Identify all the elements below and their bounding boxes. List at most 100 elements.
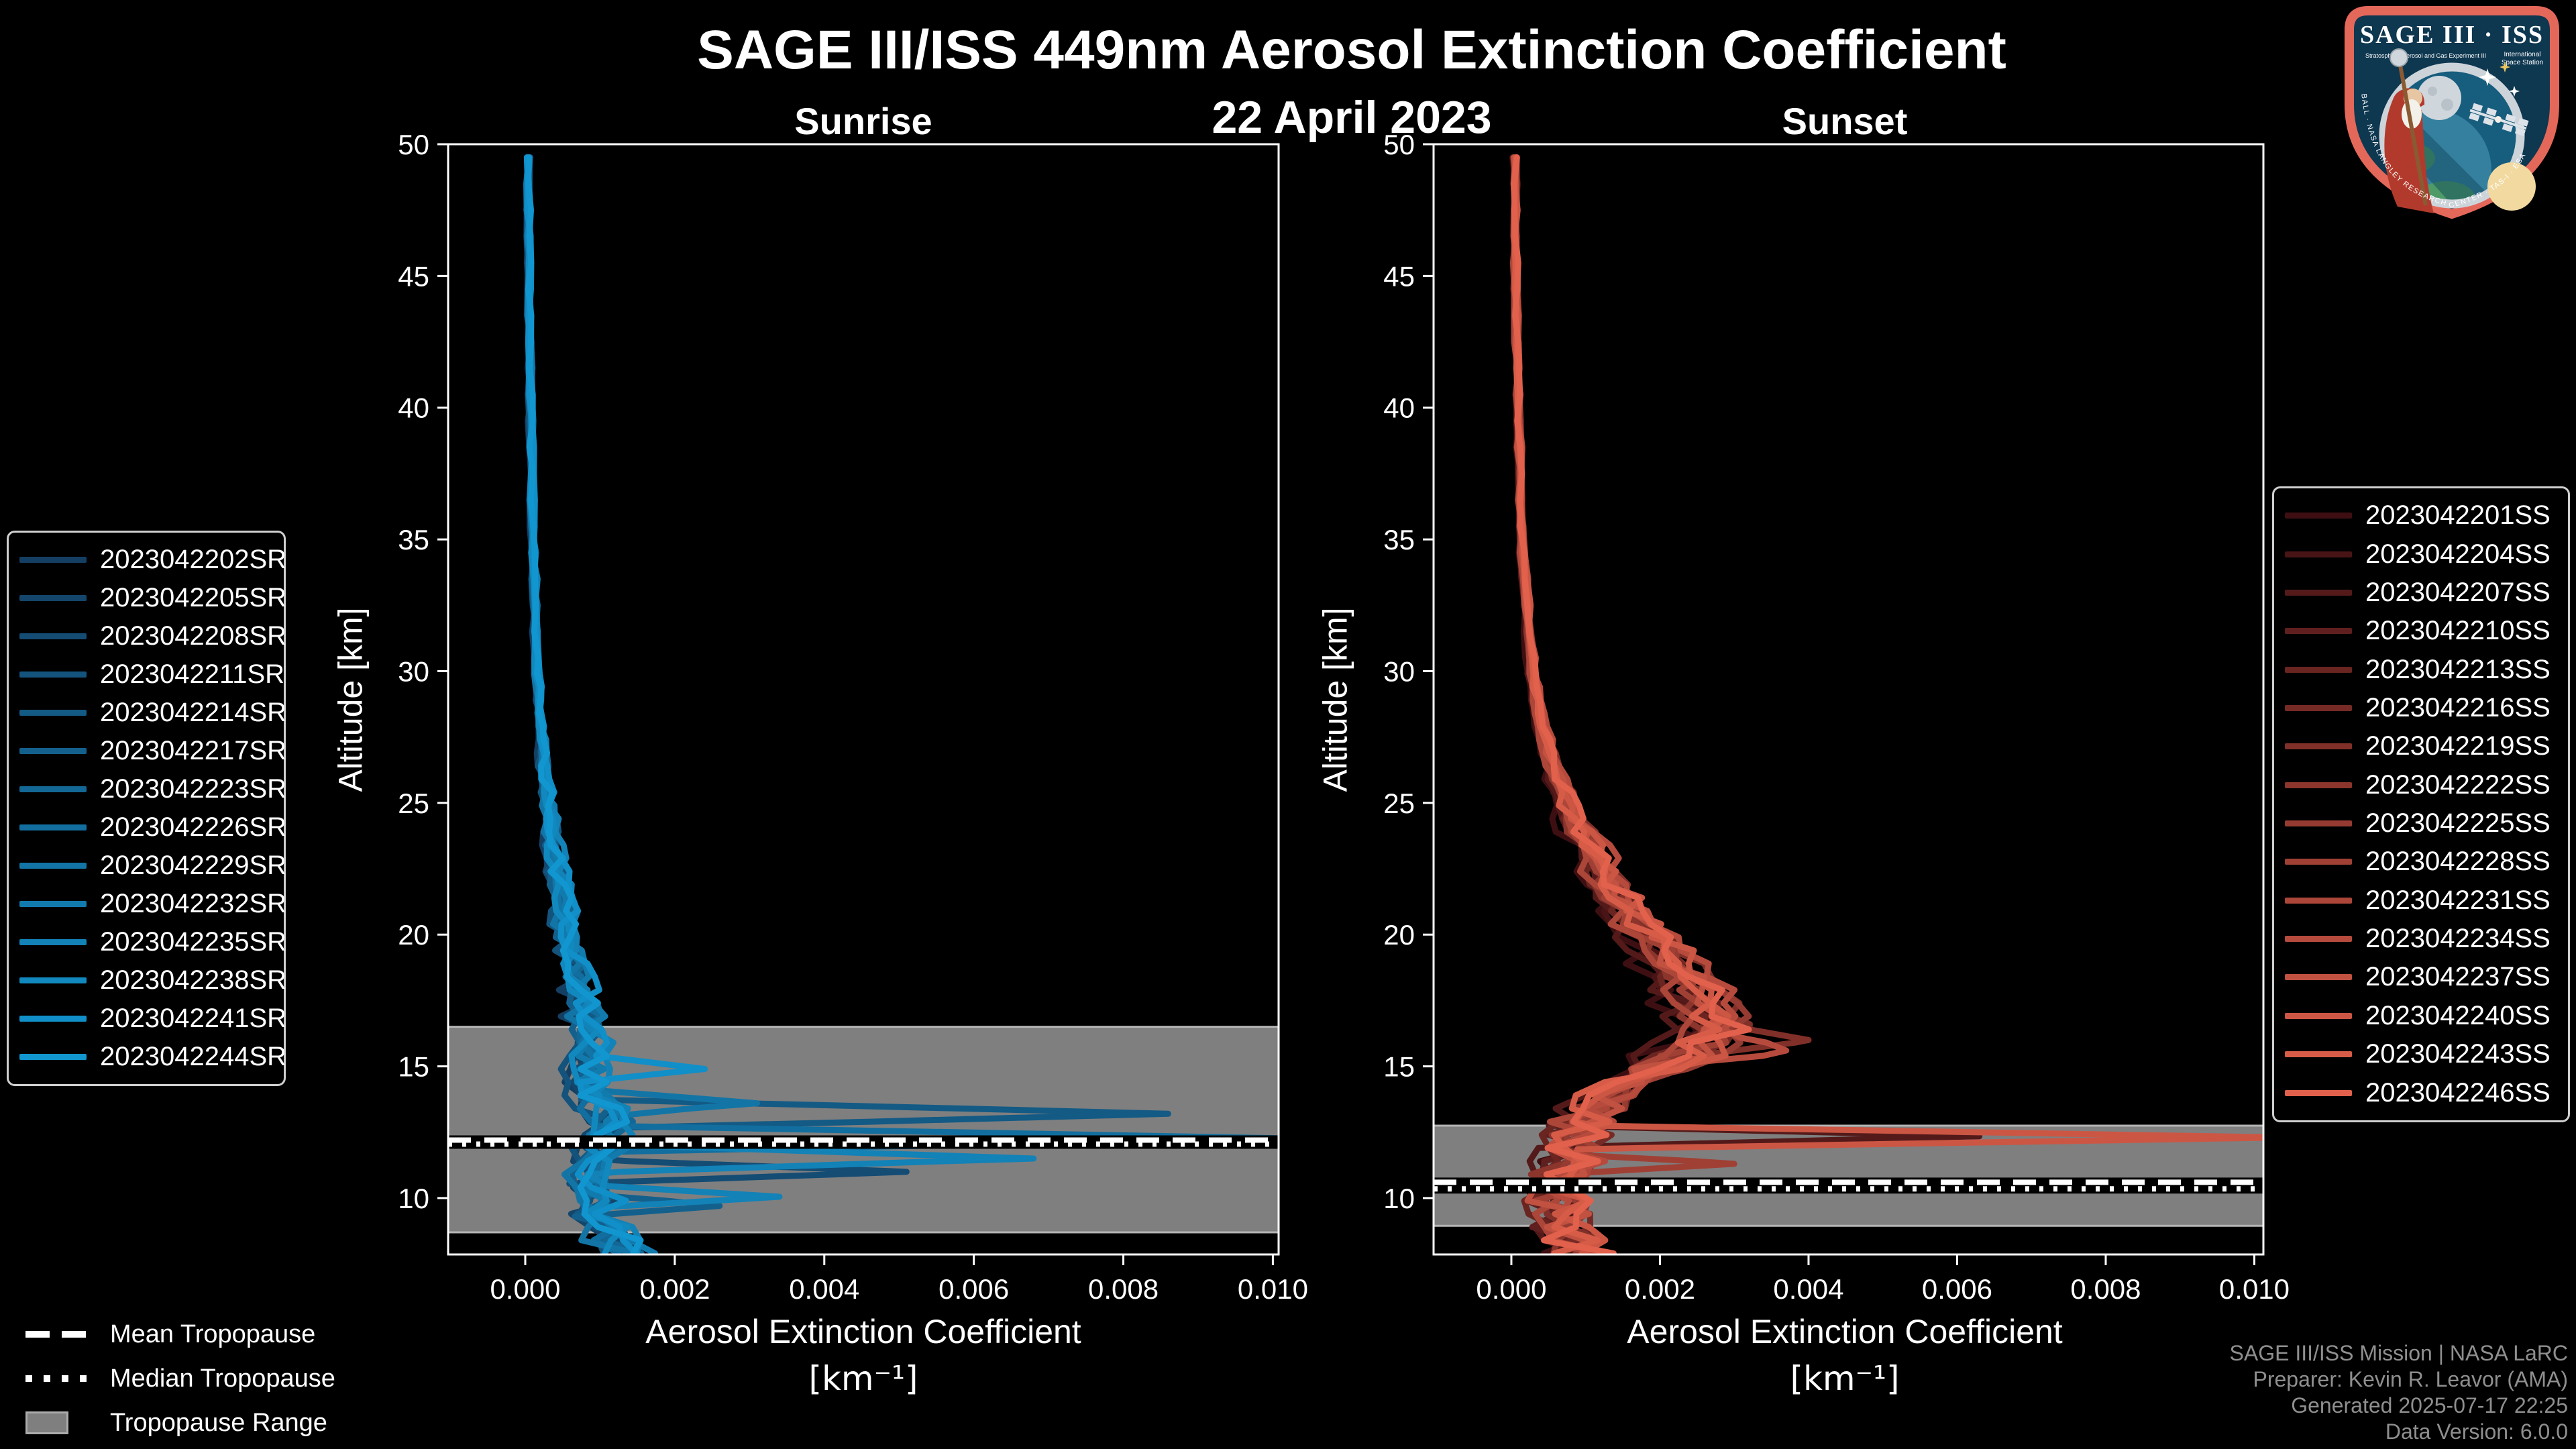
line-swatch-icon [2285,820,2352,827]
line-swatch-icon [19,863,87,869]
legend-label: 2023042222SS [2365,769,2551,800]
x-tick-label: 0.004 [789,1273,859,1305]
y-tick-label: 30 [1383,655,1415,687]
x-tick-label: 0.006 [938,1273,1009,1305]
line-swatch-icon [19,901,87,907]
legend-label: Tropopause Range [110,1408,327,1437]
x-axis-label-sunset: Aerosol Extinction Coefficient [1627,1313,2063,1350]
chart-sunrise: 0.000 0.002 0.004 0.006 0.008 0.010 10 15 20 25 30… [398,129,1308,1305]
y-tick-label: 40 [398,392,429,424]
legend-label: 2023042204SS [2365,539,2551,569]
legend-label: 2023042225SS [2365,808,2551,839]
attribution-mission: SAGE III/ISS Mission | NASA LaRC [2229,1341,2568,1365]
x-axis-ticks: 0.000 0.002 0.004 0.006 0.008 0.010 [490,1254,1308,1305]
legend-item: 2023042244SR [9,1042,286,1072]
x-tick-label: 0.010 [1238,1273,1308,1305]
legend-item: 2023042225SS [2274,808,2568,839]
plot-sunrise: 0.000 0.002 0.004 0.006 0.008 0.010 10 15 20 25 30… [398,129,1308,1305]
axes-spines [447,143,1280,1256]
legend-label: Mean Tropopause [110,1320,316,1348]
legend-label: Median Tropopause [110,1364,335,1393]
legend-label: 2023042210SS [2365,616,2551,646]
y-axis-label-sunrise: Altitude [km] [332,606,370,792]
legend-item: 2023042217SR [9,736,287,766]
legend-label: 2023042232SR [100,889,287,918]
y-tick-label: 40 [1383,392,1415,424]
profile-lines [1509,154,2263,1254]
legend-item: 2023042241SR [9,1004,286,1034]
line-swatch-icon [2285,628,2352,635]
panel-title-sunrise: Sunrise [794,100,932,142]
legend-item: 2023042202SR [9,545,286,575]
y-axis-ticks: 10 15 20 25 30 35 40 45 50 [1383,129,1434,1214]
x-tick-label: 0.008 [2070,1273,2141,1305]
line-swatch-icon [2285,936,2352,943]
line-swatch-icon [19,1016,87,1022]
x-tick-label: 0.000 [1476,1273,1546,1305]
line-swatch-icon [19,1054,87,1060]
legend-label: 2023042246SS [2365,1077,2551,1108]
line-swatch-icon [19,595,87,601]
legend-label: 2023042217SR [100,736,287,765]
y-axis-ticks: 10 15 20 25 30 35 40 45 50 [398,129,448,1214]
profile-line [1511,154,1790,1254]
legend-item: 2023042231SS [2274,885,2568,916]
line-swatch-icon [19,977,87,983]
legend-item: 2023042208SR [9,621,286,651]
line-swatch-icon [19,748,87,754]
legend-label: 2023042207SS [2365,578,2551,608]
y-tick-label: 20 [398,919,429,951]
line-swatch-icon [19,939,87,945]
attribution-generated: Generated 2025-07-17 22:25 [2291,1393,2568,1417]
legend-label: 2023042238SR [100,965,287,995]
legend-item: 2023042201SS [2274,500,2568,531]
legend-label: 2023042223SR [100,774,287,804]
attribution-block: SAGE III/ISS Mission | NASA LaRC Prepare… [2230,1340,2568,1445]
legend-label: 2023042234SS [2365,924,2551,954]
sun-icon [2487,162,2536,211]
page-title: SAGE III/ISS 449nm Aerosol Extinction Co… [697,19,2006,80]
attribution-version: Data Version: 6.0.0 [2385,1419,2568,1444]
legend-label: 2023042205SR [100,583,287,612]
y-tick-label: 10 [398,1183,429,1214]
y-tick-label: 25 [1383,788,1415,819]
legend-item: 2023042243SS [2274,1039,2568,1069]
line-swatch-icon [19,786,87,792]
line-swatch-icon [2285,782,2352,788]
legend-label: 2023042214SR [100,698,287,727]
tropopause-legend: Mean Tropopause Median Tropopause Tropop… [25,1312,335,1445]
line-swatch-icon [19,710,87,716]
x-tick-label: 0.010 [2219,1273,2290,1305]
mission-patch-logo: SAGE III · ISS Stratospheric Aerosol and… [2345,6,2559,219]
x-tick-label: 0.006 [1922,1273,1992,1305]
legend-item: 2023042223SR [9,774,287,804]
legend-label: 2023042226SR [100,812,287,842]
line-swatch-icon [19,672,87,678]
x-tick-label: 0.008 [1088,1273,1159,1305]
x-axis-unit-sunset: [km⁻¹] [1790,1359,1900,1398]
legend-item: 2023042246SS [2274,1078,2568,1108]
legend-item: 2023042228SS [2274,847,2568,877]
line-swatch-icon [2285,974,2352,981]
line-swatch-icon [19,633,87,639]
y-tick-label: 15 [398,1051,429,1083]
dotted-line-icon [25,1375,106,1382]
legend-label: 2023042229SR [100,851,287,880]
legend-item: 2023042204SS [2274,539,2568,570]
legend-item: 2023042237SS [2274,962,2568,992]
tropopause-lines [1434,1177,2263,1194]
profile-line [1511,154,1752,1254]
legend-item: 2023042222SS [2274,770,2568,800]
legend-label: 2023042235SR [100,927,287,957]
legend-item: 2023042213SS [2274,655,2568,685]
legend-item: 2023042235SR [9,927,287,957]
x-tick-label: 0.000 [490,1273,560,1305]
legend-item: 2023042207SS [2274,578,2568,608]
y-tick-label: 50 [398,129,429,160]
legend-item: 2023042240SS [2274,1001,2568,1031]
panel-title-sunset: Sunset [1782,100,1908,142]
line-swatch-icon [2285,551,2352,557]
legend-label: 2023042240SS [2365,1000,2551,1030]
x-axis-ticks: 0.000 0.002 0.004 0.006 0.008 0.010 [1476,1254,2290,1305]
line-swatch-icon [2285,743,2352,750]
